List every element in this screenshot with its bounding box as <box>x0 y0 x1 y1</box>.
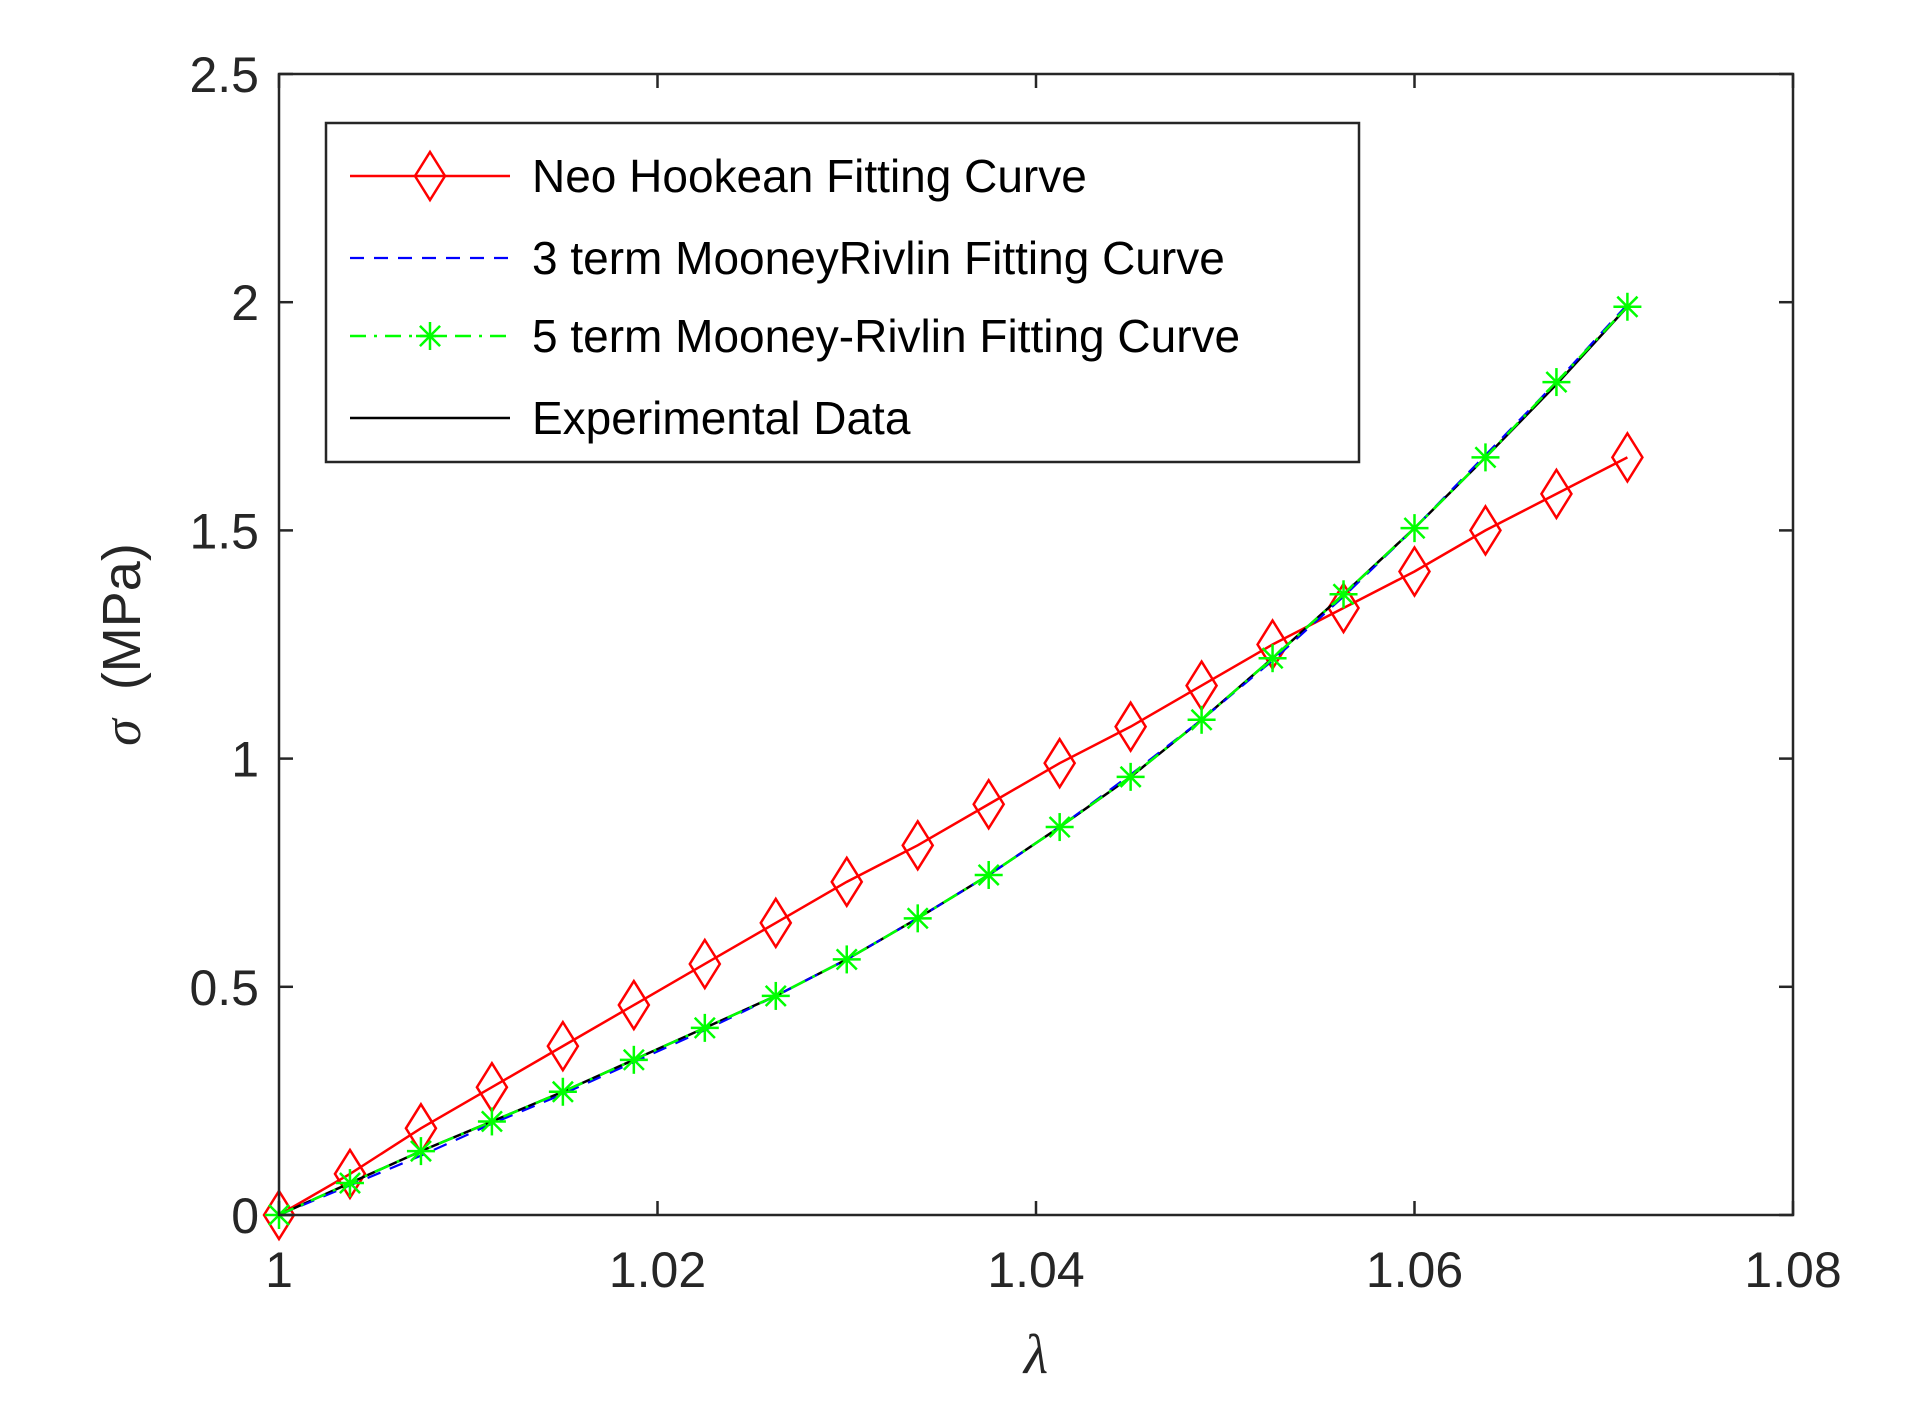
series-line <box>278 305 1629 1217</box>
legend-box <box>324 121 1361 464</box>
y-tick-label: 0.5 <box>189 960 259 1016</box>
data-point <box>1045 813 1074 842</box>
data-point <box>1398 545 1431 598</box>
data-point <box>830 855 864 909</box>
data-point <box>690 1013 719 1042</box>
data-point <box>262 1188 296 1242</box>
legend: Neo Hookean Fitting Curve 3 term MooneyRi… <box>324 121 1361 464</box>
data-point <box>1471 443 1500 472</box>
legend-item: 3 term MooneyRivlin Fitting Curve <box>350 232 1225 284</box>
data-point <box>617 978 651 1032</box>
legend-label: Experimental Data <box>532 392 911 444</box>
y-axis-label: σ (MPa) <box>92 543 152 746</box>
ticks-layer: 1 1.02 1.04 1.06 1.08 0 0.5 1 1.5 2 2.5 <box>189 47 1841 1298</box>
data-point <box>1329 580 1358 609</box>
data-point <box>1468 504 1502 557</box>
data-point <box>335 1169 364 1198</box>
x-tick-label: 1.06 <box>1366 1242 1463 1298</box>
data-point <box>1610 431 1644 484</box>
legend-label: 5 term Mooney-Rivlin Fitting Curve <box>532 310 1240 362</box>
data-point <box>759 896 793 950</box>
data-point <box>1542 368 1571 397</box>
data-point <box>1043 736 1077 790</box>
series-layer <box>262 292 1644 1242</box>
series-2 <box>265 292 1642 1229</box>
legend-marker <box>413 149 447 203</box>
y-tick-label: 0 <box>231 1188 259 1244</box>
y-axis-label-unit: (MPa) <box>92 543 152 690</box>
data-point <box>974 860 1003 889</box>
x-tick-label: 1.04 <box>987 1242 1084 1298</box>
x-tick-label: 1.08 <box>1744 1242 1841 1298</box>
data-point <box>1116 762 1145 791</box>
data-point <box>761 981 790 1010</box>
data-point <box>1327 581 1361 635</box>
data-point <box>832 945 861 974</box>
y-tick-label: 1 <box>231 732 259 788</box>
legend-label: 3 term MooneyRivlin Fitting Curve <box>532 232 1225 284</box>
data-point <box>333 1147 367 1201</box>
data-point <box>972 777 1006 831</box>
data-point <box>477 1107 506 1136</box>
data-point <box>903 904 932 933</box>
data-point <box>546 1019 580 1073</box>
data-point <box>548 1077 577 1106</box>
y-axis-label-symbol: σ <box>92 717 152 746</box>
data-point <box>619 1045 648 1074</box>
legend-item: 5 term Mooney-Rivlin Fitting Curve <box>350 310 1240 362</box>
data-point <box>1114 700 1148 754</box>
legend-item: Experimental Data <box>350 392 911 444</box>
data-point <box>901 818 935 872</box>
legend-marker <box>416 322 444 350</box>
data-point <box>1539 467 1573 521</box>
data-point <box>406 1137 435 1166</box>
y-tick-label: 1.5 <box>189 503 259 559</box>
data-point <box>688 937 722 991</box>
y-tick-label: 2.5 <box>189 47 259 103</box>
data-point <box>1258 644 1287 673</box>
x-tick-label: 1.02 <box>609 1242 706 1298</box>
data-point <box>1187 705 1216 734</box>
legend-label: Neo Hookean Fitting Curve <box>532 150 1087 202</box>
data-point <box>1400 514 1429 543</box>
x-axis-label: λ <box>1022 1324 1048 1386</box>
data-point <box>1613 292 1642 321</box>
legend-item: Neo Hookean Fitting Curve <box>350 149 1087 203</box>
y-tick-label: 2 <box>231 275 259 331</box>
x-tick-label: 1 <box>265 1242 293 1298</box>
